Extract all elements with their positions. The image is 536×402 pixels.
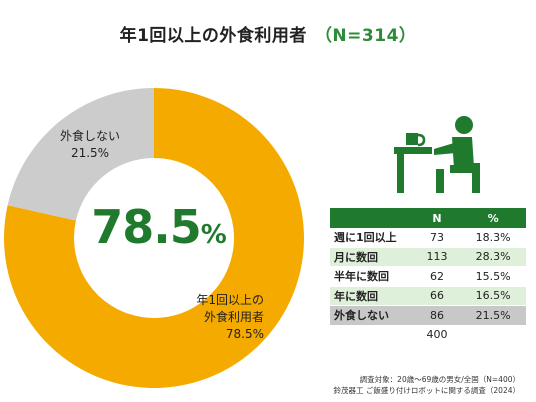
row-n: 62 [413, 266, 461, 287]
row-n: 86 [413, 305, 461, 326]
slice-label-not-line1: 外食しない [59, 129, 120, 143]
center-value: 78.5 [91, 200, 201, 254]
table-row: 週に1回以上 73 18.3% [330, 228, 526, 248]
footer-source: 鈴茂器工 ご飯盛り付けロボットに関する調査（2024） [333, 386, 520, 395]
row-pct: 28.3% [460, 247, 526, 267]
row-label: 外食しない [330, 305, 414, 326]
row-n: 66 [413, 286, 461, 306]
center-unit: % [200, 220, 227, 250]
footer-survey-target: 調査対象：20歳～69歳の男女/全国（N=400） [359, 375, 520, 384]
row-n: 400 [413, 325, 461, 344]
row-pct: 21.5% [460, 305, 526, 326]
row-pct [460, 325, 526, 344]
frequency-table: N % 週に1回以上 73 18.3% 月に数回 113 28.3% 半年に数回 62 15.5… [330, 208, 526, 344]
row-pct: 16.5% [460, 286, 526, 306]
slice-label-not-eat: 外食しない 21.5% [50, 128, 130, 162]
row-pct: 15.5% [460, 266, 526, 287]
table-row: 半年に数回 62 15.5% [330, 266, 526, 287]
slice-label-eat-line2: 外食利用者 [203, 310, 264, 324]
row-label [330, 325, 414, 344]
donut-slice-not-eat [7, 88, 154, 221]
donut-slice-eat-out [3, 88, 304, 389]
table-row: 400 [330, 325, 526, 344]
table-header-n: N [413, 208, 461, 228]
table-row: 年に数回 66 16.5% [330, 286, 526, 306]
row-n: 113 [413, 247, 461, 267]
row-label: 半年に数回 [330, 266, 414, 287]
donut-chart [3, 88, 304, 389]
table-row: 外食しない 86 21.5% [330, 305, 526, 326]
footer-notes: 調査対象：20歳～69歳の男女/全国（N=400） 鈴茂器工 ご飯盛り付けロボッ… [334, 374, 520, 396]
center-percentage: 78.5% [84, 200, 234, 254]
table-header-pct: % [460, 208, 526, 228]
row-label: 月に数回 [330, 247, 414, 267]
table-row: 月に数回 113 28.3% [330, 247, 526, 267]
slice-label-eat-line1: 年1回以上の [196, 293, 264, 307]
title-main: 年1回以上の外食利用者 [119, 26, 307, 46]
person-eating-icon [394, 116, 480, 193]
table-header-row: N % [330, 208, 526, 228]
row-label: 年に数回 [330, 286, 414, 306]
page-title: 年1回以上の外食利用者 （N=314） [0, 21, 536, 46]
slice-label-eat-value: 78.5% [225, 327, 264, 341]
slice-label-not-value: 21.5% [70, 146, 110, 160]
row-pct: 18.3% [460, 228, 526, 248]
table-header-label [330, 208, 414, 228]
row-n: 73 [413, 228, 461, 248]
title-sample-size: （N=314） [314, 26, 417, 46]
row-label: 週に1回以上 [330, 228, 414, 248]
slice-label-eat-out: 年1回以上の 外食利用者 78.5% [184, 292, 264, 343]
